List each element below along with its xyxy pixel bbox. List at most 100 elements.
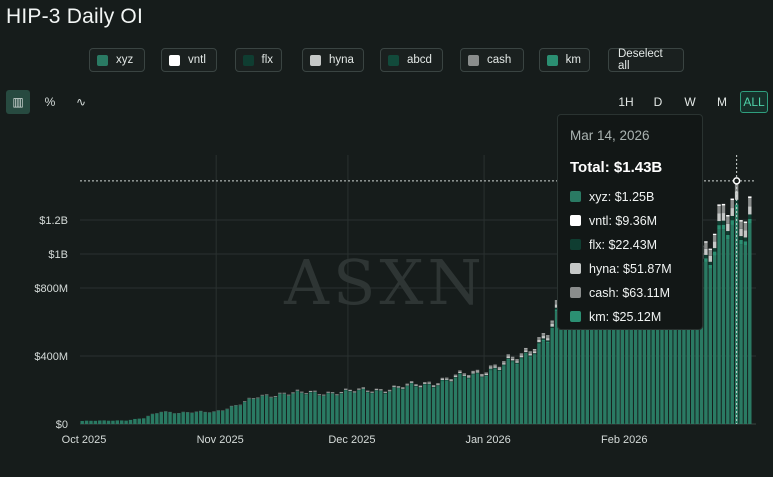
bar-segment-cash bbox=[405, 383, 409, 385]
line-chart-icon[interactable]: ∿ bbox=[75, 95, 87, 109]
bar-segment-hyna bbox=[493, 366, 497, 368]
y-tick-label: $1B bbox=[48, 249, 68, 261]
bar-segment-xyz bbox=[106, 420, 111, 424]
bar-segment-hyna bbox=[497, 368, 502, 370]
bar-segment-xyz bbox=[273, 397, 278, 424]
bar-segment-cash bbox=[532, 349, 537, 352]
range-d-button[interactable]: D bbox=[653, 95, 663, 109]
bar-segment-vntl bbox=[475, 373, 480, 374]
bar-segment-vntl bbox=[427, 384, 431, 385]
bar-segment-flx bbox=[484, 375, 488, 376]
tooltip-value: vntl: $9.36M bbox=[589, 213, 658, 228]
bar-segment-cash bbox=[423, 382, 427, 384]
bar-segment-cash bbox=[510, 357, 515, 359]
bar-chart-icon[interactable]: ▥ bbox=[6, 90, 30, 114]
tooltip-swatch bbox=[570, 263, 581, 274]
bar-segment-cash bbox=[726, 216, 730, 224]
bar-segment-xyz bbox=[585, 306, 590, 424]
bar-segment-xyz bbox=[743, 245, 748, 424]
bar-segment-vntl bbox=[730, 220, 734, 225]
legend-chip-flx[interactable]: flx bbox=[235, 48, 282, 72]
bar-segment-vntl bbox=[708, 264, 712, 269]
tooltip-swatch bbox=[570, 191, 581, 202]
bar-segment-xyz bbox=[647, 315, 651, 424]
bar-segment-xyz bbox=[348, 391, 352, 424]
bar-segment-hyna bbox=[344, 389, 348, 390]
bar-segment-km bbox=[726, 215, 730, 217]
bar-segment-flx bbox=[748, 214, 752, 219]
bar-segment-xyz bbox=[568, 294, 572, 424]
bar-segment-vntl bbox=[717, 225, 721, 230]
legend-chip-abcd[interactable]: abcd bbox=[380, 48, 443, 72]
bar-segment-xyz bbox=[379, 391, 383, 424]
bar-segment-xyz bbox=[638, 309, 642, 424]
legend-chip-km[interactable]: km bbox=[539, 48, 590, 72]
bar-segment-cash bbox=[554, 301, 559, 305]
bar-segment-xyz bbox=[396, 388, 401, 424]
bar-segment-flx bbox=[440, 380, 445, 381]
bar-segment-hyna bbox=[502, 363, 506, 365]
percent-icon[interactable]: % bbox=[44, 95, 56, 109]
y-tick-label: $400M bbox=[34, 351, 68, 363]
tooltip-value: xyz: $1.25B bbox=[589, 189, 655, 204]
range-w-button[interactable]: W bbox=[684, 95, 696, 109]
bar-segment-cash bbox=[506, 354, 510, 357]
bar-segment-flx bbox=[712, 248, 717, 252]
bar-segment-vntl bbox=[506, 359, 510, 361]
bar-segment-xyz bbox=[256, 398, 260, 424]
legend-chip-vntl[interactable]: vntl bbox=[161, 48, 217, 72]
tooltip-date: Mar 14, 2026 bbox=[570, 128, 650, 143]
bar-segment-xyz bbox=[322, 396, 326, 424]
legend-chip-hyna[interactable]: hyna bbox=[302, 48, 364, 72]
bar-segment-km bbox=[712, 233, 717, 236]
bar-segment-xyz bbox=[721, 229, 726, 424]
bar-segment-xyz bbox=[102, 420, 106, 424]
bar-segment-xyz bbox=[620, 302, 625, 424]
bar-segment-flx bbox=[730, 215, 734, 221]
bar-segment-xyz bbox=[642, 318, 647, 424]
bar-segment-hyna bbox=[458, 371, 462, 374]
range-all-button[interactable]: ALL bbox=[740, 91, 768, 113]
bar-segment-hyna bbox=[449, 380, 453, 382]
bar-segment-xyz bbox=[124, 420, 128, 424]
bar-segment-xyz bbox=[655, 300, 660, 424]
bar-segment-xyz bbox=[216, 410, 221, 424]
bar-segment-hyna bbox=[708, 255, 712, 262]
range-m-button[interactable]: M bbox=[717, 95, 727, 109]
bar-segment-vntl bbox=[528, 356, 532, 358]
tooltip-value: km: $25.12M bbox=[589, 309, 662, 324]
bar-segment-vntl bbox=[449, 381, 453, 383]
bar-segment-xyz bbox=[137, 418, 142, 424]
legend-chip-xyz[interactable]: xyz bbox=[89, 48, 145, 72]
bar-segment-xyz bbox=[98, 420, 102, 424]
bar-segment-xyz bbox=[264, 395, 269, 424]
bar-segment-km bbox=[704, 241, 708, 243]
bar-segment-cash bbox=[721, 205, 726, 214]
bar-segment-hyna bbox=[462, 374, 467, 376]
bar-segment-km bbox=[708, 248, 712, 250]
bar-segment-flx bbox=[546, 340, 550, 342]
tooltip-value: flx: $22.43M bbox=[589, 237, 658, 252]
bar-segment-xyz bbox=[313, 392, 317, 424]
tooltip-swatch bbox=[570, 215, 581, 226]
legend-swatch bbox=[388, 54, 399, 66]
bar-segment-xyz bbox=[159, 412, 163, 424]
bar-segment-vntl bbox=[497, 370, 502, 372]
bar-segment-xyz bbox=[282, 394, 286, 424]
bar-segment-xyz bbox=[168, 412, 172, 424]
legend-chip-cash[interactable]: cash bbox=[460, 48, 524, 72]
bar-segment-cash bbox=[524, 348, 528, 351]
tooltip-swatch bbox=[570, 311, 581, 322]
bar-segment-xyz bbox=[150, 414, 155, 424]
bar-segment-cash bbox=[462, 373, 467, 375]
legend-swatch bbox=[547, 54, 558, 66]
bar-segment-xyz bbox=[497, 371, 502, 424]
bar-segment-hyna bbox=[357, 389, 361, 390]
bar-segment-xyz bbox=[181, 412, 185, 424]
x-tick-label: Feb 2026 bbox=[601, 434, 647, 446]
bar-segment-cash bbox=[717, 205, 721, 214]
deselect-all-button[interactable]: Deselect all bbox=[608, 48, 684, 72]
bar-segment-flx bbox=[528, 355, 532, 357]
range-1h-button[interactable]: 1H bbox=[618, 95, 634, 109]
